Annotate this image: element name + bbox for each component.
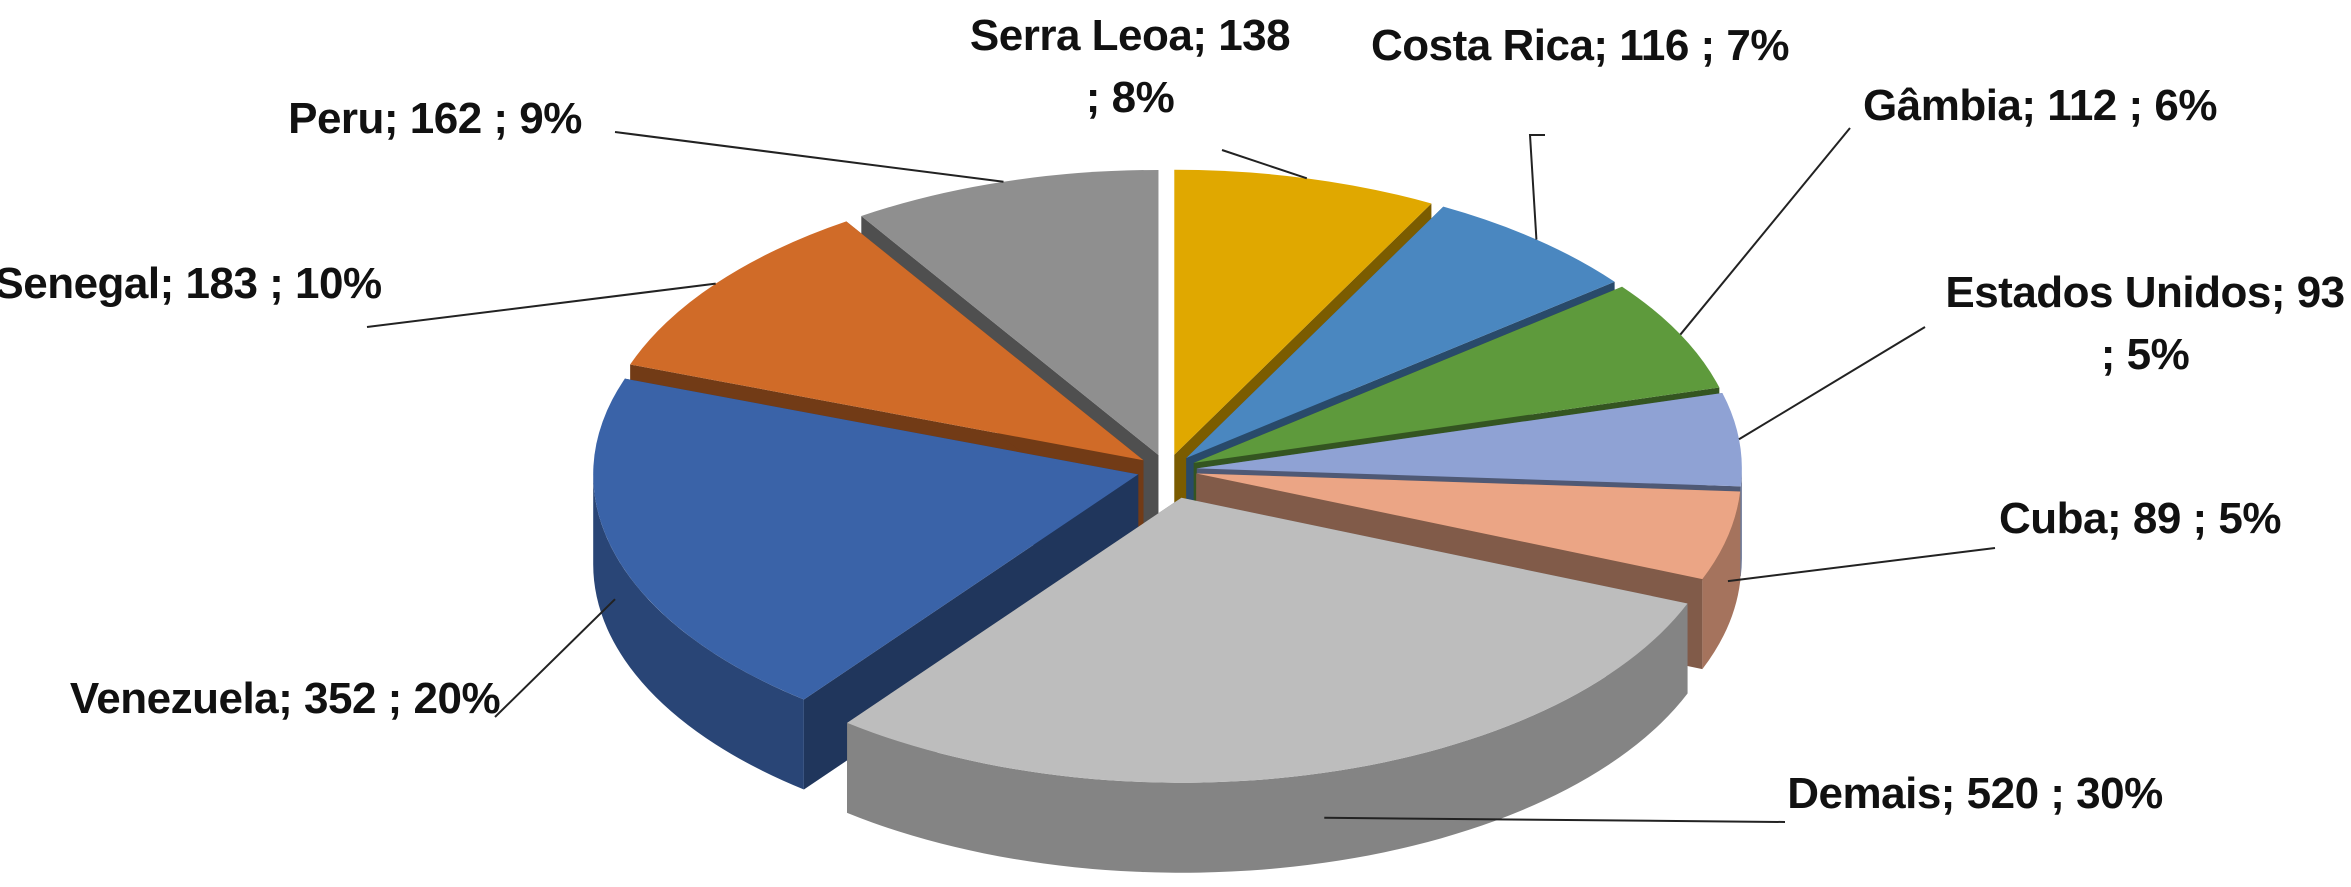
slice xyxy=(1174,169,1432,455)
slice xyxy=(593,378,1139,700)
slice xyxy=(1193,286,1720,463)
slice xyxy=(847,497,1688,783)
slice xyxy=(861,169,1159,455)
data-label: Demais; 520 ; 30% xyxy=(1787,769,2163,818)
data-label: Cuba; 89 ; 5% xyxy=(1998,494,2282,543)
slice-group xyxy=(847,497,1688,873)
leader-line xyxy=(366,282,716,328)
slice xyxy=(1196,473,1741,580)
slice-wall xyxy=(593,474,804,790)
leader-line xyxy=(1727,547,1996,583)
data-label: Peru; 162 ; 9% xyxy=(288,94,582,143)
slice xyxy=(630,221,1144,461)
leader-line xyxy=(1738,326,1926,441)
data-label: Venezuela; 352 ; 20% xyxy=(69,674,501,723)
data-label: Estados Unidos; 93 ; 5% xyxy=(1945,268,2345,379)
slice-wall xyxy=(1702,491,1741,670)
leader-line xyxy=(494,598,616,718)
leader-line xyxy=(1679,127,1851,336)
data-label: Senegal; 183 ; 10% xyxy=(0,259,382,308)
data-label: Serra Leoa; 138 ; 8% xyxy=(969,11,1291,122)
data-label: Costa Rica; 116 ; 7% xyxy=(1371,21,1789,70)
slice-wall xyxy=(847,603,1688,873)
data-label: Gâmbia; 112 ; 6% xyxy=(1863,81,2217,130)
leader-line xyxy=(1528,134,1545,240)
slice-wall xyxy=(1740,468,1742,577)
leader-line xyxy=(614,131,1004,183)
leader-line xyxy=(1221,149,1308,180)
slice xyxy=(1196,392,1742,487)
slice xyxy=(1186,206,1615,458)
leader-line xyxy=(1324,816,1786,823)
